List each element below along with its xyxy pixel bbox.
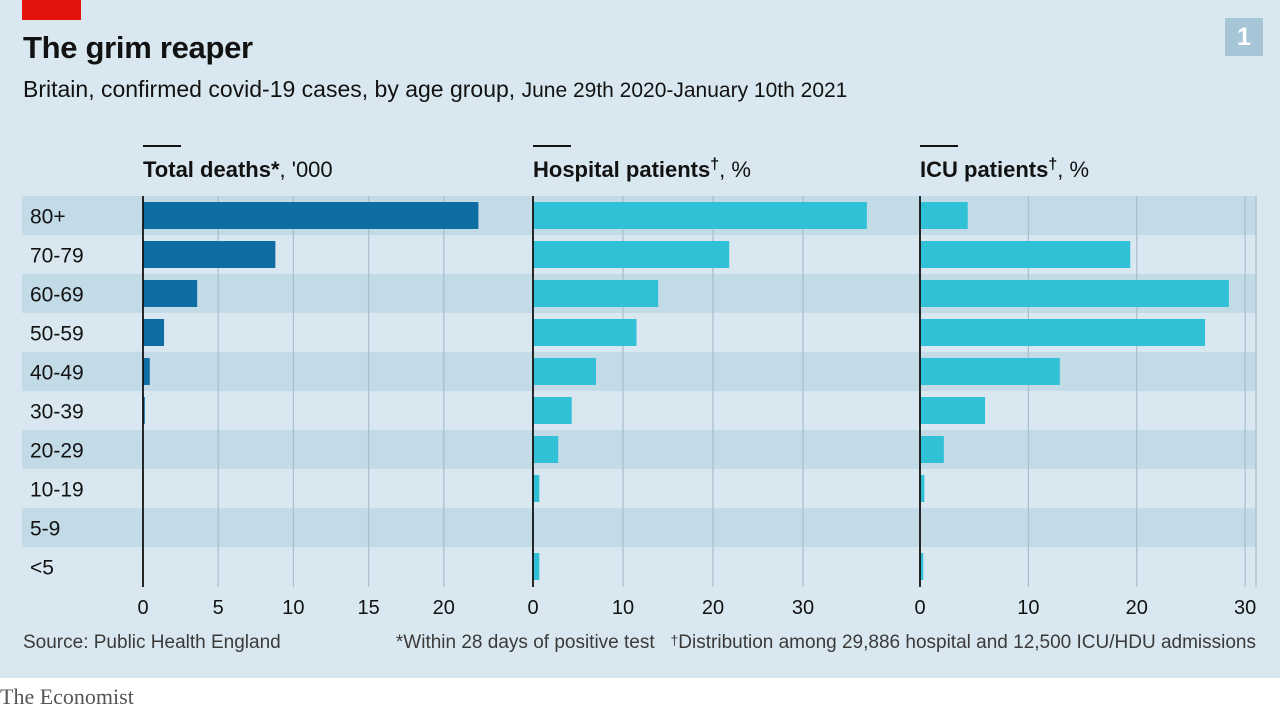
bar-20-29: [533, 436, 559, 463]
bar-<5: [920, 553, 924, 580]
bar-chart: 0 5 10 15 20 Total deaths*, '000 0 10 20 30 Hospit…: [22, 145, 1257, 619]
bar-40-49: [533, 358, 596, 385]
chart-title: The grim reaper: [23, 30, 253, 65]
tick-label: 0: [137, 597, 148, 619]
bar-80+: [920, 202, 968, 229]
tick-label: 5: [213, 597, 224, 619]
tick-label: 10: [1017, 597, 1039, 619]
bar-50-59: [533, 319, 637, 346]
category-label: 50-59: [30, 323, 84, 346]
bar-70-79: [143, 241, 276, 268]
category-label: 5-9: [30, 518, 60, 541]
category-label: 30-39: [30, 401, 84, 424]
economist-logo: The Economist: [0, 684, 134, 709]
distribution-footnote: Distribution among 29,886 hospital and 1…: [678, 632, 1256, 653]
bar-30-39: [533, 397, 572, 424]
footnotes: *Within 28 days of positive test †Distri…: [396, 632, 1256, 654]
bar-40-49: [143, 358, 150, 385]
tick-label: 30: [792, 597, 814, 619]
deaths-footnote: *Within 28 days of positive test: [395, 632, 655, 653]
bar-<5: [533, 553, 540, 580]
bar-20-29: [920, 436, 944, 463]
bar-80+: [533, 202, 867, 229]
tick-label: 15: [357, 597, 379, 619]
tick-label: 20: [702, 597, 724, 619]
bar-30-39: [920, 397, 986, 424]
tick-label: 0: [527, 597, 538, 619]
tick-label: 10: [612, 597, 634, 619]
chart-number-badge: 1: [1225, 18, 1263, 56]
bar-80+: [143, 202, 479, 229]
bar-60-69: [143, 280, 198, 307]
bar-10-19: [920, 475, 925, 502]
bar-30-39: [143, 397, 145, 424]
panel-title: Hospital patients†, %: [533, 156, 751, 182]
bar-40-49: [920, 358, 1060, 385]
tick-label: 20: [1126, 597, 1148, 619]
category-label: 80+: [30, 206, 66, 229]
chart-subtitle: Britain, confirmed covid-19 cases, by ag…: [23, 76, 847, 103]
bar-70-79: [533, 241, 730, 268]
category-label: 10-19: [30, 479, 84, 502]
tick-label: 10: [282, 597, 304, 619]
category-label: <5: [30, 557, 54, 580]
bar-70-79: [920, 241, 1131, 268]
source-note: Source: Public Health England: [23, 632, 281, 653]
category-label: 60-69: [30, 284, 84, 307]
bar-50-59: [920, 319, 1206, 346]
subtitle-dates: June 29th 2020-January 10th 2021: [521, 79, 848, 102]
bar-60-69: [533, 280, 659, 307]
tick-label: 30: [1234, 597, 1256, 619]
bar-50-59: [143, 319, 165, 346]
row-band: [22, 508, 1256, 547]
category-label: 70-79: [30, 245, 84, 268]
brand-red-bar: [22, 0, 81, 20]
category-label: 40-49: [30, 362, 84, 385]
category-label: 20-29: [30, 440, 84, 463]
row-band: [22, 352, 1256, 391]
panel-title: ICU patients†, %: [920, 156, 1089, 182]
row-band: [22, 430, 1256, 469]
tick-label: 0: [914, 597, 925, 619]
bar-60-69: [920, 280, 1229, 307]
tick-label: 20: [433, 597, 455, 619]
panel-title: Total deaths*, '000: [143, 157, 333, 182]
dagger-mark: †: [670, 632, 679, 648]
subtitle-main: Britain, confirmed covid-19 cases, by ag…: [23, 76, 516, 102]
bar-10-19: [533, 475, 540, 502]
